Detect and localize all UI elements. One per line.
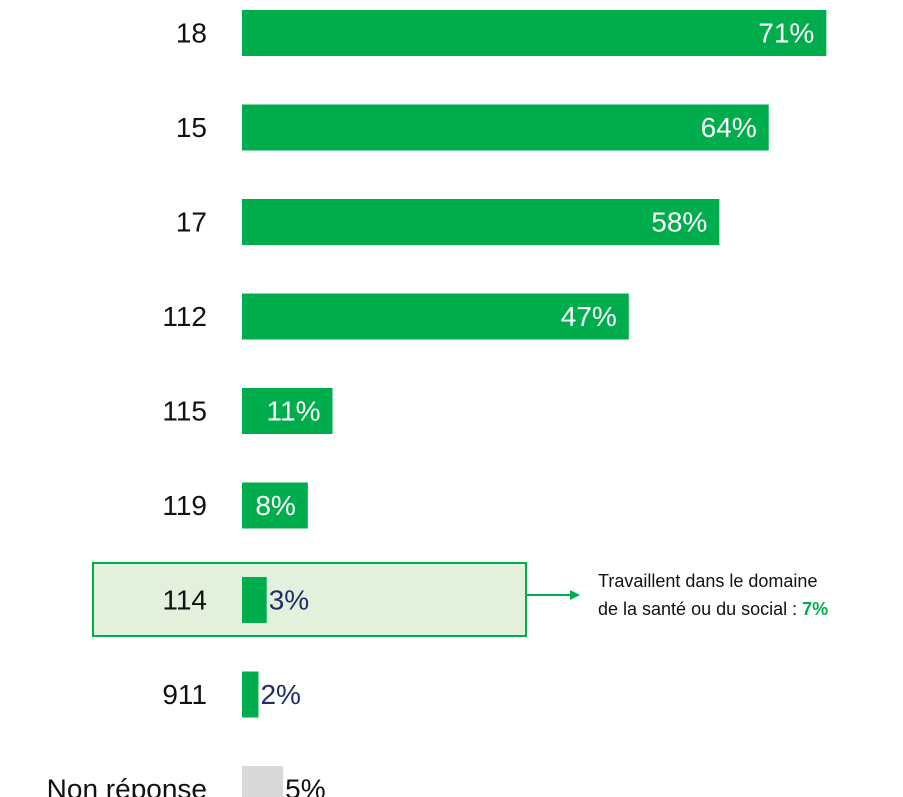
category-label: 911 <box>162 679 207 710</box>
value-label: 71% <box>758 18 814 49</box>
bar <box>242 671 259 718</box>
category-label: 15 <box>176 112 207 143</box>
annotation-line2: de la santé ou du social : 7% <box>598 599 828 619</box>
bar <box>242 482 308 529</box>
category-label: 18 <box>176 18 207 49</box>
value-label: 58% <box>651 207 707 238</box>
category-label: 17 <box>176 207 207 238</box>
category-label: 115 <box>162 396 207 427</box>
bar <box>242 104 769 151</box>
annotation: Travaillent dans le domaine de la santé … <box>526 571 828 619</box>
bar <box>242 766 284 797</box>
bar <box>242 199 720 245</box>
value-label: 3% <box>269 585 309 616</box>
value-label: 5% <box>285 774 325 797</box>
highlight-box <box>92 562 527 637</box>
value-label: 2% <box>260 679 300 710</box>
bar <box>242 388 333 434</box>
value-label: 47% <box>561 301 617 332</box>
annotation-arrowhead <box>570 590 580 600</box>
annotation-value: 7% <box>802 599 828 619</box>
category-label: Non réponse <box>47 774 207 797</box>
bar <box>242 10 827 56</box>
category-label: 114 <box>162 585 207 616</box>
value-label: 64% <box>701 112 757 143</box>
value-label: 11% <box>267 396 321 427</box>
value-label: 8% <box>255 490 295 521</box>
bar <box>242 577 267 623</box>
annotation-line2-prefix: de la santé ou du social : <box>598 599 802 619</box>
category-label: 119 <box>162 490 207 521</box>
bars-group: 18 71% 15 64% 17 58% 112 47% 115 11% 119 8% 114 3% 911… <box>47 10 827 797</box>
category-label: 112 <box>162 301 207 332</box>
bar <box>242 293 629 340</box>
annotation-line1: Travaillent dans le domaine <box>598 571 817 591</box>
